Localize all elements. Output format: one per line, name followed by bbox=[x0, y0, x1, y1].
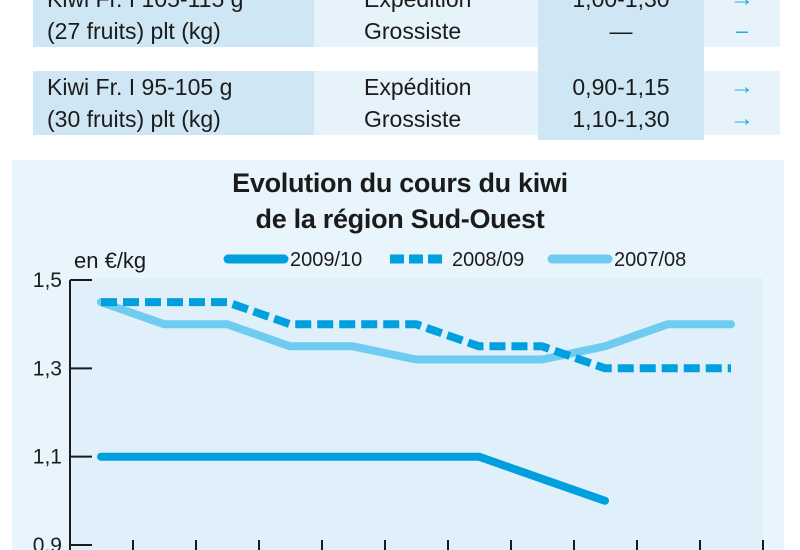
y-axis-label: en €/kg bbox=[74, 248, 146, 273]
stade-line: Expédition bbox=[364, 74, 472, 100]
product-line: Kiwi Fr. I 105-115 g bbox=[47, 0, 314, 15]
trend-arrow-icon: → bbox=[704, 0, 780, 15]
product-cell: Kiwi Fr. I 95-105 g (30 fruits) plt (kg) bbox=[33, 71, 314, 135]
trend-arrow-icon: → bbox=[730, 73, 754, 100]
stade-line: Grossiste bbox=[364, 18, 462, 44]
product-line: (27 fruits) plt (kg) bbox=[47, 18, 221, 44]
legend-label: 2007/08 bbox=[614, 249, 686, 271]
series-line-2007-08 bbox=[97, 298, 735, 364]
y-tick-label: 1,1 bbox=[33, 446, 62, 469]
price-line: 0,90-1,15 bbox=[572, 74, 670, 100]
chart-title-line-1: Evolution du cours du kiwi bbox=[232, 168, 568, 198]
trend-cell: → – bbox=[704, 0, 780, 47]
plot-area bbox=[70, 278, 763, 550]
price-cell: 1,00-1,30 — bbox=[538, 0, 704, 47]
legend-label: 2008/09 bbox=[452, 249, 524, 271]
price-line: 1,00-1,30 bbox=[538, 0, 704, 15]
price-line: — bbox=[609, 18, 633, 44]
y-tick-label: 1,5 bbox=[33, 269, 62, 292]
chart-title-line-2: de la région Sud-Ouest bbox=[255, 204, 545, 234]
price-cell: 0,90-1,15 1,10-1,30 bbox=[538, 71, 704, 135]
stade-cell: Expédition Grossiste bbox=[314, 71, 538, 135]
trend-cell: → → bbox=[704, 71, 780, 135]
product-line: (30 fruits) plt (kg) bbox=[47, 106, 221, 132]
stade-line: Expédition bbox=[364, 0, 538, 15]
trend-stable-icon: – bbox=[735, 18, 749, 43]
price-line: 1,10-1,30 bbox=[572, 106, 670, 132]
stade-line: Grossiste bbox=[364, 106, 462, 132]
y-tick-label: 1,3 bbox=[33, 357, 62, 380]
legend: 2009/10 2008/09 2007/08 bbox=[223, 249, 686, 271]
product-line: Kiwi Fr. I 95-105 g bbox=[47, 74, 233, 100]
product-cell: Kiwi Fr. I 105-115 g (27 fruits) plt (kg… bbox=[33, 0, 314, 47]
y-tick-label: 0,9 bbox=[33, 534, 62, 550]
series-layer bbox=[97, 298, 735, 505]
series-line-2008-09 bbox=[101, 298, 731, 373]
trend-arrow-icon: → bbox=[730, 105, 754, 132]
legend-label: 2009/10 bbox=[290, 249, 362, 271]
stade-cell: Expédition Grossiste bbox=[314, 0, 538, 47]
series-line-2009-10 bbox=[97, 452, 609, 505]
axes: 1,5 1,3 1,1 0,9 bbox=[33, 269, 764, 550]
